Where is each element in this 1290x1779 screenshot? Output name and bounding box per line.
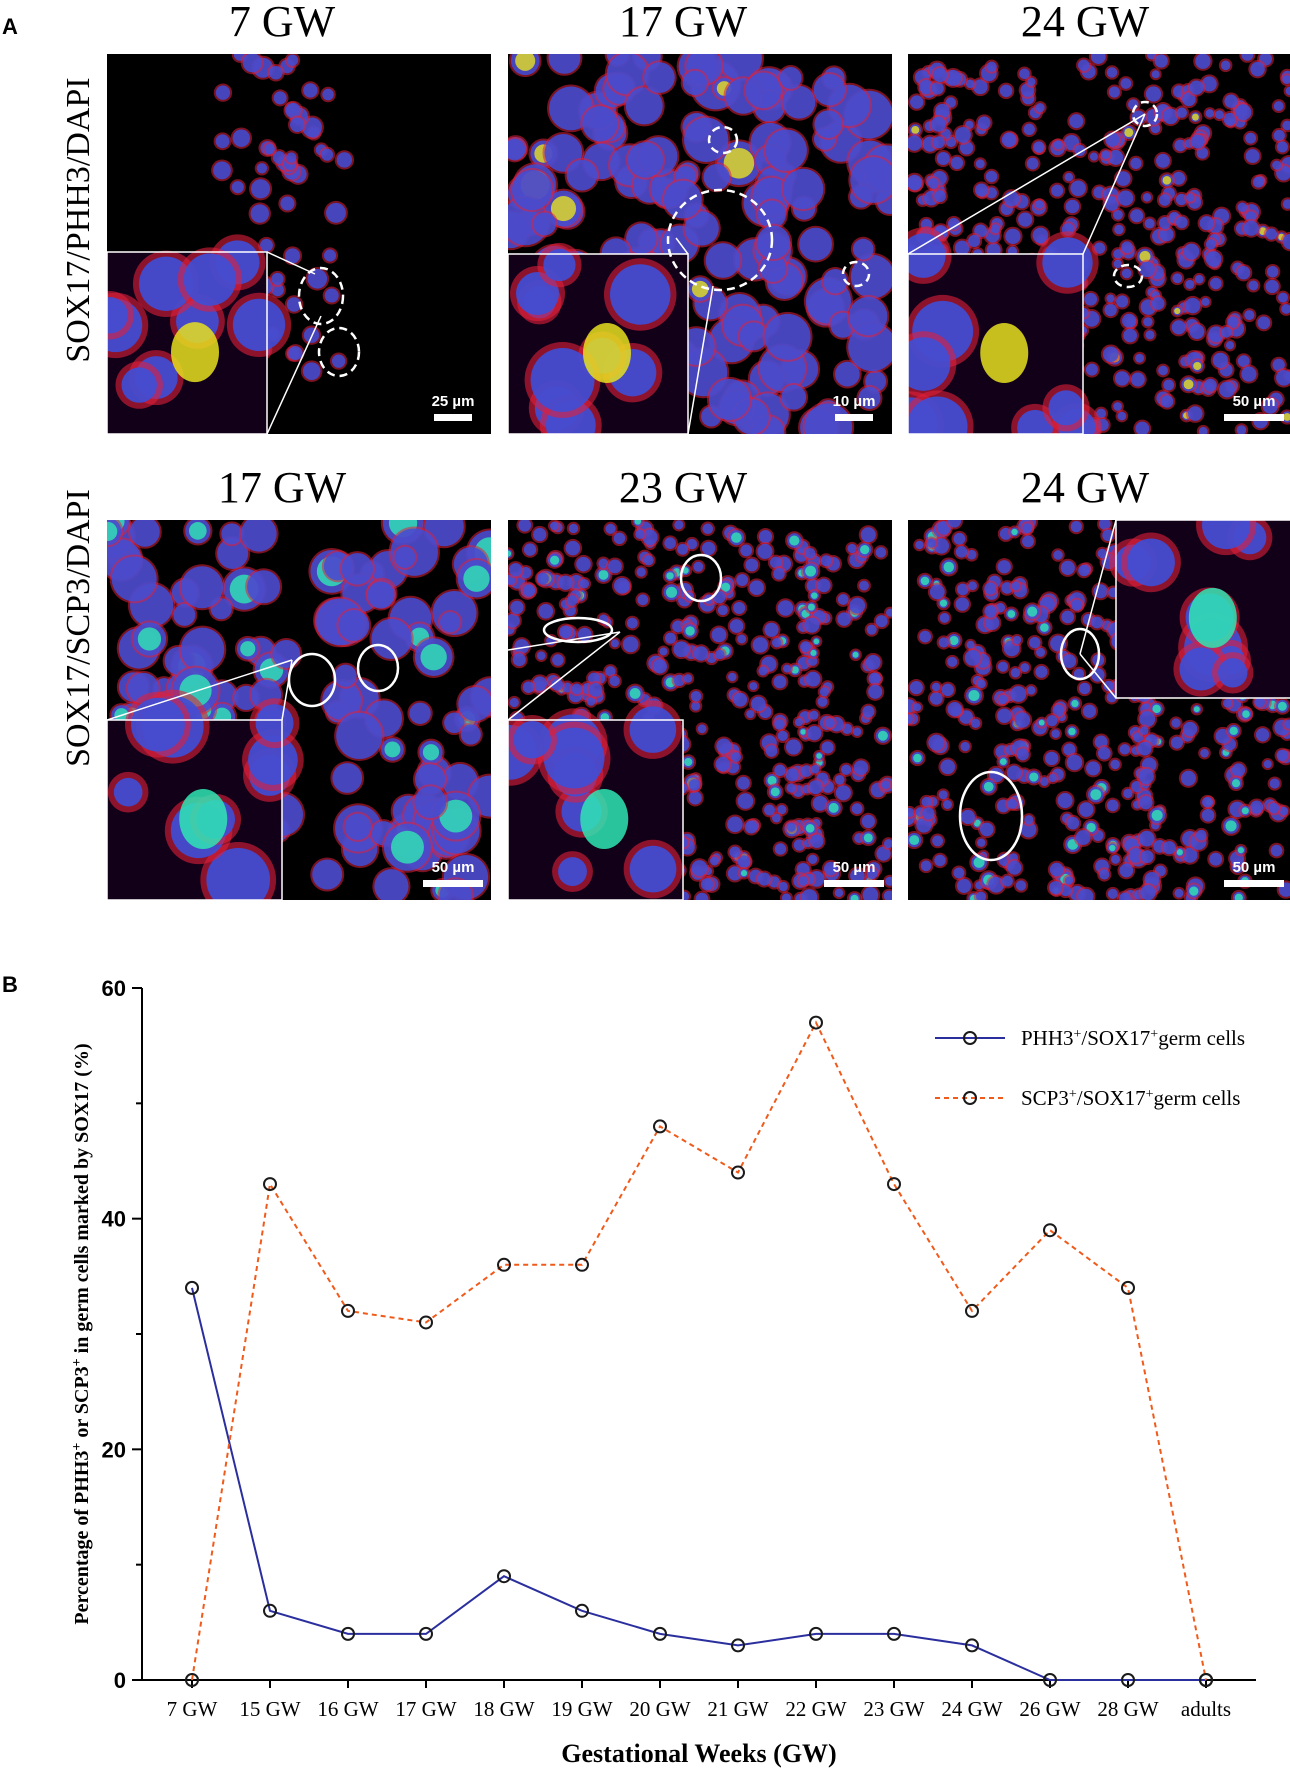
data-point [1043,1673,1057,1687]
data-point [1043,1223,1057,1238]
micrograph-image: 10 µm [508,54,892,434]
data-point [809,1015,823,1030]
data-point [419,1315,433,1330]
scale-bar [1224,414,1284,421]
data-point [887,1177,901,1192]
micrograph-title: 17 GW [217,463,347,512]
row-label-phh3: SOX17/PHH3/DAPI [60,77,97,363]
micrograph-canvas: 50 µm [107,520,491,900]
micrograph-title: 17 GW [618,0,748,46]
data-point [965,1303,979,1318]
scale-bar-label: 25 µm [432,393,475,410]
x-tick-label: 19 GW [551,1697,612,1721]
data-point [1121,1280,1135,1295]
y-tick-label: 40 [102,1207,126,1232]
y-tick-label: 20 [102,1437,126,1462]
x-tick-label: 24 GW [941,1697,1002,1721]
data-point [575,1257,589,1272]
x-tick-label: 23 GW [863,1697,924,1721]
scale-bar [434,414,472,421]
data-point [263,1177,277,1192]
y-tick-label: 0 [114,1668,126,1693]
data-point [341,1626,355,1641]
micrograph-title: 7 GW [228,0,336,46]
legend-marker [963,1091,977,1105]
data-point [653,1119,667,1134]
data-point [497,1257,511,1272]
scale-bar [835,414,873,421]
x-tick-label: adults [1181,1697,1231,1721]
data-point [731,1638,745,1653]
x-tick-label: 16 GW [317,1697,378,1721]
data-point [419,1626,433,1641]
x-tick-label: 7 GW [167,1697,218,1721]
scale-bar [824,880,884,887]
data-point [731,1165,745,1180]
data-point [185,1673,199,1687]
micrograph-title: 23 GW [618,463,748,512]
micrograph-canvas: 50 µm [908,520,1290,900]
micrograph-canvas: 50 µm [508,520,892,900]
y-tick-label: 60 [102,976,126,1001]
data-point [1121,1673,1135,1687]
micrograph-image: 50 µm [908,54,1290,434]
series-line-scp3 [191,1020,1207,1681]
line-chart: 0 20 40 60 7 GW 15 GW 16 GW 17 GW 18 GW 19 GW 20 G… [0,930,1290,1774]
scale-bar-label: 50 µm [1233,859,1276,876]
data-point [497,1569,511,1584]
data-point [341,1303,355,1318]
data-point [809,1626,823,1641]
x-tick-label: 22 GW [785,1697,846,1721]
legend-label: SCP3+/SOX17+germ cells [1021,1086,1240,1110]
legend-label: PHH3+/SOX17+germ cells [1021,1026,1245,1050]
scale-bar [1224,880,1284,887]
x-tick-label: 18 GW [473,1697,534,1721]
x-tick-label: 15 GW [239,1697,300,1721]
y-axis-label: Percentage of PHH3+ or SCP3+ in germ cel… [70,1043,94,1624]
x-tick-label: 20 GW [629,1697,690,1721]
data-point [185,1280,199,1295]
x-tick-label: 28 GW [1097,1697,1158,1721]
data-point [653,1626,667,1641]
micrograph-image: 50 µm [508,520,892,900]
x-axis-label: Gestational Weeks (GW) [561,1739,836,1768]
data-point [575,1603,589,1618]
micrograph-title: 24 GW [1020,0,1150,46]
micrograph-title: 24 GW [1020,463,1150,512]
micrograph-canvas: 50 µm [908,54,1290,434]
data-point [263,1603,277,1618]
micrograph-canvas: 10 µm [508,54,892,434]
x-tick-label: 21 GW [707,1697,768,1721]
scale-bar-label: 50 µm [1233,393,1276,410]
scale-bar [423,880,483,887]
line-chart-canvas: 0 20 40 60 7 GW 15 GW 16 GW 17 GW 18 GW 19 GW 20 G… [70,976,1256,1768]
data-point [965,1638,979,1653]
panel-b-letter: B [2,972,18,997]
x-tick-label: 26 GW [1019,1697,1080,1721]
micrograph-canvas: 25 µm [107,54,491,434]
micrograph-image: 50 µm [908,520,1290,900]
series-line-phh3 [191,1287,1206,1681]
scale-bar-label: 50 µm [833,859,876,876]
scale-bar-label: 50 µm [432,859,475,876]
legend-marker [963,1031,977,1045]
x-tick-label: 17 GW [395,1697,456,1721]
data-point [887,1626,901,1641]
panel-a-letter: A [2,14,18,39]
micrograph-image: 50 µm [107,520,491,900]
micrograph-image: 25 µm [107,54,491,434]
data-point [1199,1673,1213,1687]
scale-bar-label: 10 µm [833,393,876,410]
